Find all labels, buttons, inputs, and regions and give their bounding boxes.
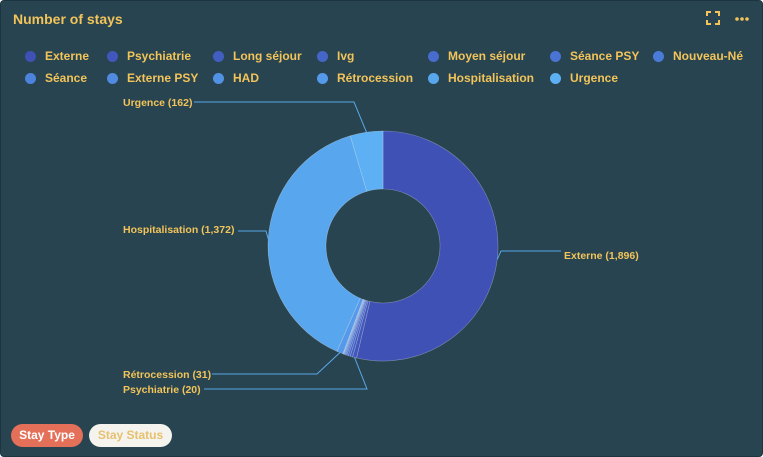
legend-item[interactable]: Urgence bbox=[550, 71, 618, 85]
legend-item[interactable]: Long séjour bbox=[213, 49, 302, 63]
legend-label: Psychiatrie bbox=[127, 49, 192, 63]
tab-stay-status[interactable]: Stay Status bbox=[89, 424, 172, 447]
data-label: Externe (1,896) bbox=[564, 250, 639, 262]
legend-label: Hospitalisation bbox=[448, 71, 535, 85]
data-label: Hospitalisation (1,372) bbox=[123, 224, 234, 236]
legend-marker bbox=[107, 50, 118, 62]
legend-item[interactable]: Rétrocession bbox=[317, 71, 413, 85]
data-label: Rétrocession (31) bbox=[123, 369, 211, 381]
legend-label: Externe bbox=[45, 49, 90, 63]
legend-label: Urgence bbox=[570, 71, 619, 85]
legend-label: Nouveau-Né bbox=[673, 49, 744, 63]
expand-icon-graphic bbox=[706, 11, 720, 25]
label-leader-line bbox=[194, 101, 367, 133]
legend-marker bbox=[550, 72, 561, 84]
label-leader-line bbox=[496, 250, 561, 260]
legend-marker bbox=[653, 50, 664, 62]
pie-slice[interactable] bbox=[342, 299, 364, 355]
label-leader-line bbox=[204, 357, 368, 390]
legend-item[interactable]: Séance PSY bbox=[550, 49, 639, 63]
label-leader-line bbox=[212, 352, 341, 375]
legend-label: Séance PSY bbox=[570, 49, 640, 63]
legend-marker bbox=[25, 50, 36, 62]
legend-marker bbox=[25, 72, 36, 84]
legend-item[interactable]: Séance bbox=[25, 71, 87, 85]
legend-marker bbox=[213, 50, 224, 62]
pie-slice[interactable] bbox=[267, 135, 368, 352]
legend-marker bbox=[213, 72, 224, 84]
legend-marker bbox=[550, 50, 561, 62]
pie-slice[interactable] bbox=[349, 130, 384, 192]
legend-label: Long séjour bbox=[233, 49, 302, 63]
legend-marker bbox=[107, 72, 118, 84]
pie-slice[interactable] bbox=[336, 297, 364, 355]
legend-item[interactable]: Externe bbox=[25, 49, 89, 63]
legend-item[interactable]: Ivg bbox=[317, 49, 354, 63]
legend-item[interactable]: Hospitalisation bbox=[428, 71, 534, 85]
donut-chart: Externe (1,896) Psychiatrie (20) Rétrocess… bbox=[123, 97, 639, 396]
expand-icon[interactable] bbox=[704, 9, 722, 27]
data-label: Psychiatrie (20) bbox=[123, 384, 201, 396]
legend-item[interactable]: Moyen séjour bbox=[428, 49, 525, 63]
legend-label: Séance bbox=[45, 71, 88, 85]
data-label: Urgence (162) bbox=[123, 97, 192, 109]
legend-item[interactable]: Psychiatrie bbox=[107, 49, 191, 63]
legend-label: Rétrocession bbox=[337, 71, 414, 85]
tab-stay-type[interactable]: Stay Type bbox=[11, 424, 83, 447]
legend-marker bbox=[317, 72, 328, 84]
legend-marker bbox=[428, 72, 439, 84]
more-options-icon[interactable] bbox=[733, 9, 751, 27]
more-horizontal-icon bbox=[735, 17, 749, 21]
pie-slice[interactable] bbox=[345, 299, 366, 356]
legend-label: Externe PSY bbox=[127, 71, 199, 85]
legend-item[interactable]: Nouveau-Né bbox=[653, 49, 743, 63]
legend-label: HAD bbox=[233, 71, 259, 85]
chart-title: Number of stays bbox=[13, 11, 123, 27]
legend-marker bbox=[428, 50, 439, 62]
legend-item[interactable]: Externe PSY bbox=[107, 71, 198, 85]
label-leader-line bbox=[238, 230, 269, 240]
legend-item[interactable]: HAD bbox=[213, 71, 259, 85]
pie-slice[interactable] bbox=[349, 300, 369, 358]
legend-marker bbox=[317, 50, 328, 62]
legend-label: Moyen séjour bbox=[448, 49, 526, 63]
legend-label: Ivg bbox=[337, 49, 355, 63]
pie-slice[interactable] bbox=[352, 300, 371, 359]
